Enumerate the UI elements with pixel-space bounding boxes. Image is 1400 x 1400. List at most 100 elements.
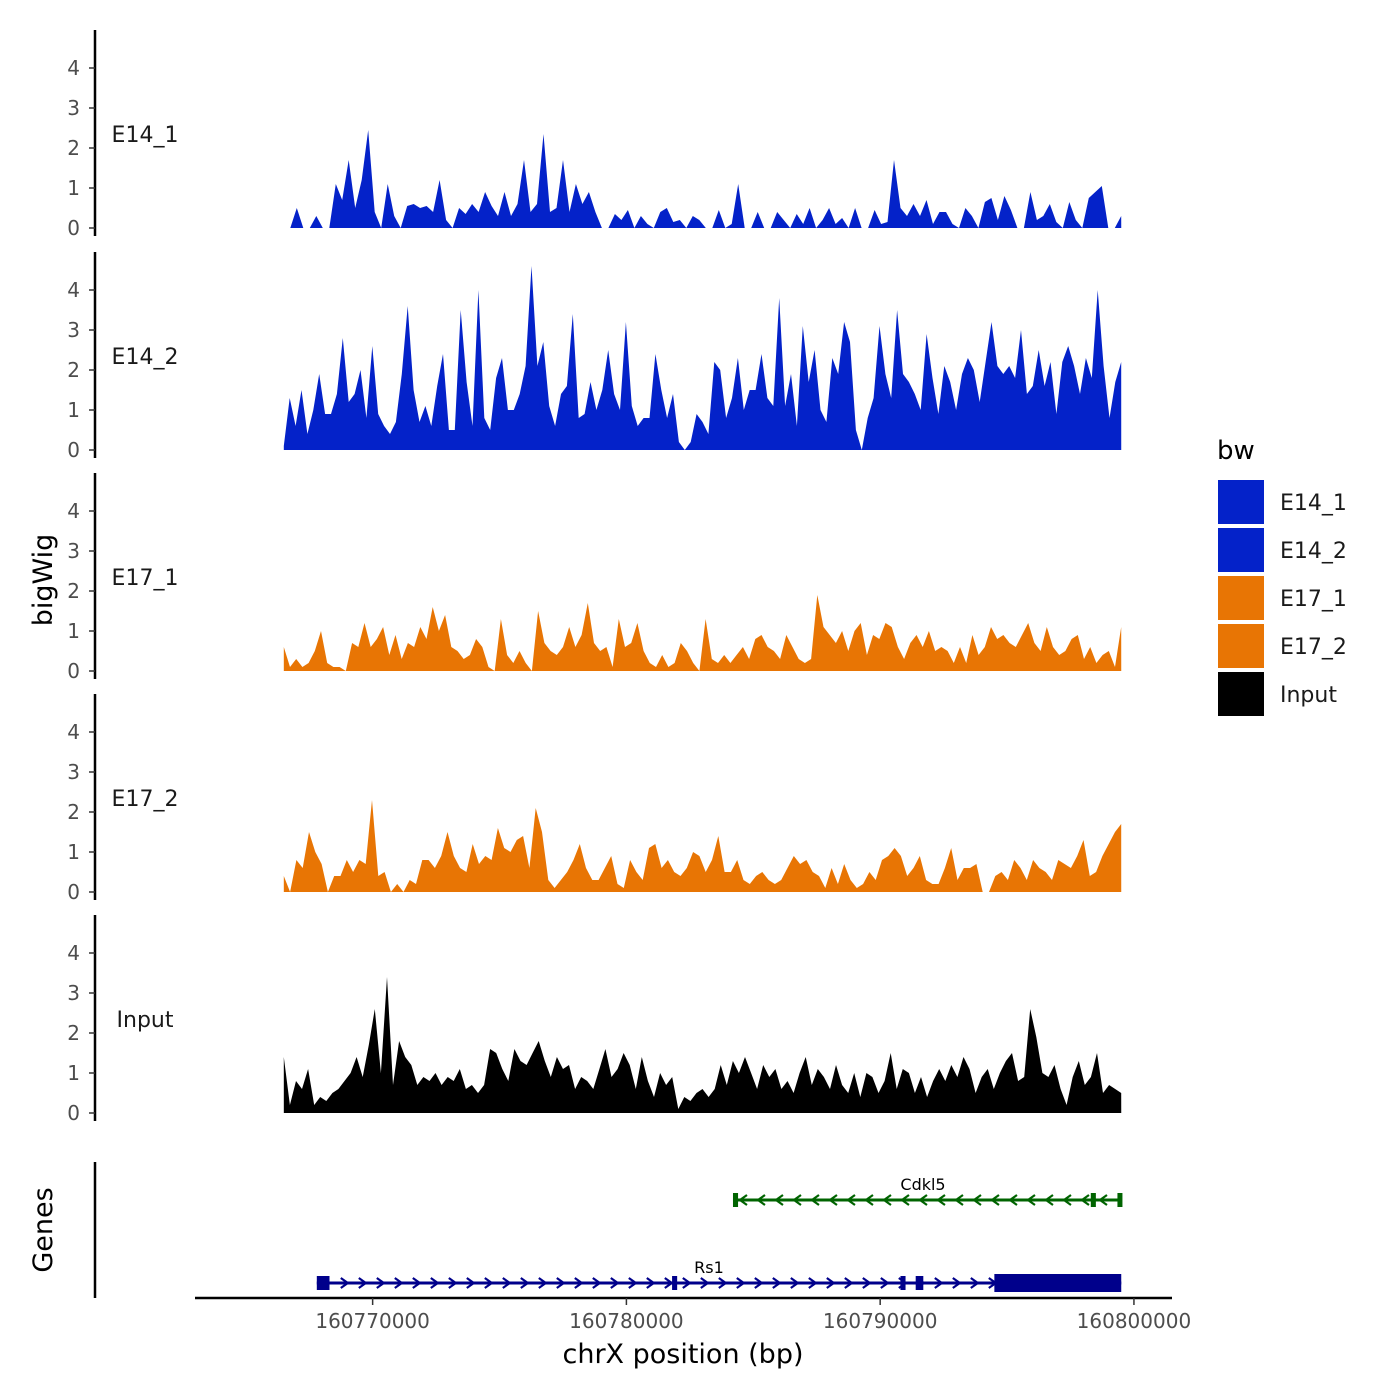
strand-arrow <box>828 1194 838 1206</box>
y-tick-label: 1 <box>67 840 80 864</box>
strand-arrow <box>574 1277 584 1289</box>
strand-arrow <box>448 1277 458 1289</box>
track-input: 0 1 2 3 4 Input <box>67 915 1122 1125</box>
y-tick-label: 3 <box>67 96 80 120</box>
strand-arrow <box>1098 1194 1108 1206</box>
strand-arrow <box>484 1277 494 1289</box>
strand-arrow <box>970 1277 980 1289</box>
legend-label: E14_1 <box>1280 491 1347 516</box>
strand-arrow <box>754 1277 764 1289</box>
strand-arrow <box>936 1194 946 1206</box>
y-tick-label: 4 <box>67 499 80 523</box>
gene-label: Cdkl5 <box>900 1175 945 1194</box>
signal-area-e17-1 <box>283 595 1122 671</box>
strand-arrow <box>972 1194 982 1206</box>
x-axis-title: chrX position (bp) <box>562 1339 803 1370</box>
strand-arrow <box>772 1277 782 1289</box>
strand-arrow <box>880 1277 890 1289</box>
strand-arrow <box>718 1277 728 1289</box>
y-tick-label: 2 <box>67 800 80 824</box>
y-tick-label: 0 <box>67 880 80 904</box>
strand-arrow <box>340 1277 350 1289</box>
strand-arrow <box>520 1277 530 1289</box>
strand-arrow <box>846 1194 856 1206</box>
y-tick-label: 2 <box>67 358 80 382</box>
y-tick-label: 1 <box>67 176 80 200</box>
x-axis-ticks: 160770000 160780000 160790000 160800000 <box>315 1298 1191 1333</box>
track-label: E17_1 <box>112 566 179 591</box>
gene-exon <box>732 1193 739 1207</box>
legend-label: Input <box>1280 683 1337 708</box>
gene-rs1: Rs1 <box>316 1258 1122 1292</box>
legend-swatch <box>1218 624 1264 668</box>
strand-arrow <box>538 1277 548 1289</box>
y-tick-label: 1 <box>67 1061 80 1085</box>
strand-arrow <box>918 1194 928 1206</box>
x-tick-label: 160770000 <box>315 1309 430 1333</box>
legend: bw E14_1 E14_2 E17_1 E17_2 Input <box>1217 436 1347 716</box>
strand-arrow <box>864 1194 874 1206</box>
strand-arrow <box>1044 1194 1054 1206</box>
y-tick-label: 4 <box>67 278 80 302</box>
strand-arrow <box>700 1277 710 1289</box>
strand-arrow <box>502 1277 512 1289</box>
strand-arrow <box>466 1277 476 1289</box>
y-tick-label: 2 <box>67 136 80 160</box>
strand-arrow <box>664 1277 674 1289</box>
y-tick-label: 3 <box>67 981 80 1005</box>
strand-arrow <box>844 1277 854 1289</box>
track-e17-2: 0 1 2 3 4 E17_2 <box>67 694 1122 904</box>
y-tick-label: 4 <box>67 56 80 80</box>
y-tick-label: 0 <box>67 438 80 462</box>
legend-label: E17_2 <box>1280 635 1347 660</box>
gene-exon <box>900 1276 906 1290</box>
x-tick-label: 160800000 <box>1077 1309 1192 1333</box>
strand-arrow <box>808 1277 818 1289</box>
gene-exon <box>672 1276 678 1290</box>
gene-models: Cdkl5 Rs1 <box>316 1175 1123 1292</box>
y-tick-label: 4 <box>67 720 80 744</box>
strand-arrow <box>610 1277 620 1289</box>
strand-arrow <box>556 1277 566 1289</box>
track-label: E14_1 <box>112 123 179 148</box>
strand-arrow <box>592 1277 602 1289</box>
strand-arrow <box>810 1194 820 1206</box>
strand-arrow <box>792 1194 802 1206</box>
strand-arrow <box>738 1194 748 1206</box>
strand-arrow <box>882 1194 892 1206</box>
legend-item-e14-1: E14_1 <box>1218 480 1347 524</box>
strand-arrow <box>826 1277 836 1289</box>
signal-area-input <box>283 977 1122 1113</box>
gene-exon <box>915 1276 924 1290</box>
strand-arrow <box>358 1277 368 1289</box>
y-tick-label: 3 <box>67 539 80 563</box>
gene-label: Rs1 <box>694 1258 724 1277</box>
track-label: E17_2 <box>112 787 179 812</box>
y-tick-label: 0 <box>67 1101 80 1125</box>
y-axis-title: bigWig <box>28 534 59 627</box>
strand-arrow <box>736 1277 746 1289</box>
legend-swatch <box>1218 672 1264 716</box>
strand-arrow <box>790 1277 800 1289</box>
x-tick-label: 160780000 <box>569 1309 684 1333</box>
genes-panel: Genes Cdkl5 Rs1 160770000 160780000 1607900… <box>28 1162 1191 1333</box>
strand-arrow <box>900 1194 910 1206</box>
strand-arrow <box>934 1277 944 1289</box>
strand-arrow <box>952 1277 962 1289</box>
signal-area-e14-1 <box>283 130 1122 228</box>
strand-arrow <box>954 1194 964 1206</box>
track-label: E14_2 <box>112 345 179 370</box>
y-tick-label: 0 <box>67 659 80 683</box>
strand-arrow <box>990 1194 1000 1206</box>
strand-arrow <box>682 1277 692 1289</box>
x-tick-label: 160790000 <box>823 1309 938 1333</box>
track-e17-1: 0 1 2 3 4 E17_1 <box>67 473 1122 683</box>
legend-label: E14_2 <box>1280 539 1347 564</box>
y-tick-label: 3 <box>67 318 80 342</box>
y-tick-label: 3 <box>67 760 80 784</box>
y-tick-label: 4 <box>67 941 80 965</box>
strand-arrow <box>430 1277 440 1289</box>
gene-exon <box>1090 1193 1096 1207</box>
